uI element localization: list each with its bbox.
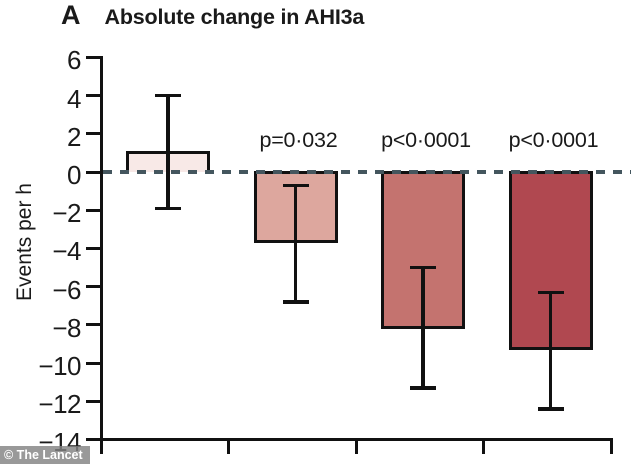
error-bar-line xyxy=(293,185,298,302)
error-bar-line xyxy=(166,95,170,209)
x-tick xyxy=(354,440,358,454)
error-bar-cap-bottom xyxy=(537,407,564,411)
y-tick-label: −12 xyxy=(38,389,81,420)
y-tick xyxy=(85,323,100,327)
error-bar-cap-top xyxy=(155,93,181,98)
y-tick xyxy=(85,437,100,441)
y-tick-label: −6 xyxy=(52,274,81,305)
lancet-watermark: © The Lancet xyxy=(0,446,90,464)
y-tick xyxy=(85,246,100,250)
x-tick xyxy=(482,440,485,454)
y-tick xyxy=(85,361,100,365)
error-bar-cap-top xyxy=(410,265,436,270)
error-bar-cap-top xyxy=(537,290,564,295)
error-bar-line xyxy=(421,267,425,388)
y-tick-label: −2 xyxy=(52,198,81,229)
error-bar-cap-bottom xyxy=(282,300,309,304)
y-tick-label: 6 xyxy=(67,45,81,76)
y-axis-line xyxy=(99,55,103,441)
error-bar-line xyxy=(548,292,553,409)
y-tick xyxy=(85,132,100,136)
y-tick-label: −4 xyxy=(52,236,81,267)
y-tick xyxy=(85,170,100,174)
y-tick xyxy=(85,94,100,98)
p-value-label: p<0·0001 xyxy=(381,128,471,152)
error-bar-cap-top xyxy=(282,183,309,188)
x-tick xyxy=(227,440,230,454)
x-tick xyxy=(99,440,103,454)
zero-line xyxy=(103,169,631,174)
p-value-label: p<0·0001 xyxy=(508,128,599,152)
chart-title: Absolute change in AHI3a xyxy=(104,5,365,29)
y-tick-label: −8 xyxy=(52,312,81,343)
y-tick-label: 4 xyxy=(67,83,81,114)
y-tick-label: −10 xyxy=(38,351,81,381)
y-tick xyxy=(85,208,100,212)
chart-header: A Absolute change in AHI3a xyxy=(61,2,364,31)
p-value-label: p=0·032 xyxy=(259,128,338,152)
y-tick xyxy=(85,399,100,403)
y-tick-label: 2 xyxy=(67,121,81,152)
y-tick xyxy=(85,55,100,59)
error-bar-cap-bottom xyxy=(410,386,436,390)
x-axis-line xyxy=(99,437,613,441)
x-tick xyxy=(609,440,613,454)
y-tick-label: 0 xyxy=(67,160,81,190)
y-tick xyxy=(85,285,100,289)
panel-letter: A xyxy=(61,0,81,30)
error-bar-cap-bottom xyxy=(155,206,181,211)
